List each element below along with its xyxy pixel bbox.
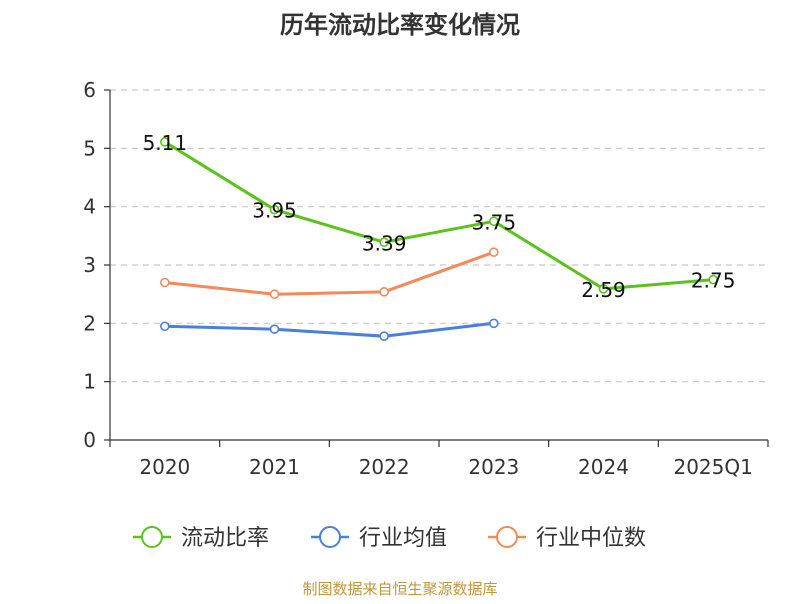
data-point [489,216,499,227]
legend-label: 行业均值 [359,526,447,551]
data-point [160,321,170,332]
legend: 流动比率 行业均值 行业中位数 [133,526,646,551]
grid-lines [110,89,768,383]
series-line-1 [164,321,494,338]
axes: 0 1 2 3 4 5 6 2020 2021 2022 2023 2024 2025Q1 [83,78,769,479]
data-point [489,318,499,329]
y-tick-label: 0 [83,428,96,452]
series-line-0 [164,140,714,291]
legend-label: 流动比率 [181,526,269,551]
legend-label: 行业中位数 [536,526,646,551]
series-line-2 [164,250,495,296]
data-label: 2.75 [691,269,736,293]
data-point [160,277,170,288]
y-tick-label: 5 [83,136,96,160]
data-point [379,331,389,341]
y-tick-label: 1 [83,370,96,394]
series-lines [160,137,718,341]
data-point [269,324,280,334]
data-point [598,284,609,294]
x-tick-label: 2023 [468,455,519,479]
data-label: 3.75 [472,210,517,234]
data-point [489,247,499,257]
x-tick-label: 2022 [359,455,410,479]
legend-marker [319,526,341,548]
y-tick-label: 6 [83,78,96,102]
source-note: 制图数据来自恒生聚源数据库 [302,580,497,598]
data-label: 2.59 [581,278,626,302]
data-label: 3.39 [362,231,407,255]
y-tick-label: 3 [83,253,96,277]
data-point [708,274,718,285]
chart-title: 历年流动比率变化情况 [280,11,520,39]
legend-marker [496,526,518,548]
data-point [379,237,389,248]
y-tick-label: 2 [83,311,96,335]
data-label: 3.95 [252,199,297,223]
x-tick-label: 2020 [139,455,190,479]
data-point [269,204,280,215]
x-tick-label: 2021 [249,455,300,479]
data-label: 5.11 [143,131,188,155]
legend-marker [141,526,163,548]
data-point [379,287,389,297]
data-labels: 5.11 3.95 3.39 3.75 2.59 2.75 [143,131,736,302]
x-tick-label: 2024 [578,455,629,479]
data-point [269,289,280,299]
x-tick-label: 2025Q1 [673,455,752,479]
data-point [160,137,170,147]
y-tick-label: 4 [83,195,96,219]
